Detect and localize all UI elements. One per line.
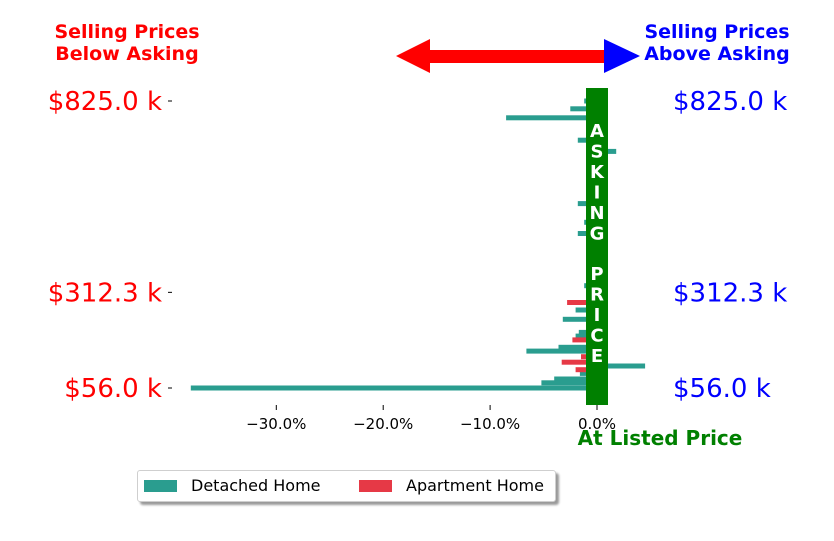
asking-band-letter: S <box>591 142 604 163</box>
asking-band-letter: A <box>590 121 604 142</box>
bars-group <box>190 98 646 391</box>
x-tick-label: −10.0% <box>460 415 520 433</box>
legend-swatch-apartment <box>359 479 392 492</box>
asking-band-letter: N <box>589 203 604 224</box>
asking-band-letter: I <box>594 305 601 326</box>
asking-band-letter: C <box>590 326 603 347</box>
y-tick-label-right: $825.0 k <box>673 87 787 117</box>
legend-label-detached: Detached Home <box>191 476 321 495</box>
detached-bar <box>190 385 598 391</box>
detached-bar <box>554 376 597 382</box>
legend-swatch-detached <box>144 479 177 492</box>
y-tick-label-right: $56.0 k <box>673 374 771 404</box>
y-tick-label-left: $312.3 k <box>48 278 162 308</box>
asking-price-band <box>586 88 608 405</box>
asking-band-letter: K <box>590 162 605 183</box>
detached-bar <box>506 115 597 121</box>
legend: Detached Home Apartment Home <box>137 470 556 502</box>
below-asking-header: Selling Prices Below Asking <box>54 21 200 65</box>
asking-band-letter: I <box>594 183 601 204</box>
detached-bar <box>558 344 597 350</box>
detached-bar <box>526 348 597 354</box>
detached-bar <box>597 363 646 369</box>
legend-item-detached: Detached Home <box>144 476 321 495</box>
asking-band-letter: R <box>590 285 604 306</box>
asking-band-letter: E <box>591 346 603 367</box>
x-tick-label: −30.0% <box>246 415 306 433</box>
ticks-group: −30.0% −20.0% −10.0% 0.0% $825.0 k $825.0 k $3… <box>48 87 788 433</box>
detached-bar <box>541 380 597 386</box>
y-tick-label-left: $825.0 k <box>48 87 162 117</box>
below-above-arrow <box>396 39 640 73</box>
detached-bar <box>562 316 597 322</box>
at-listed-price-label: At Listed Price <box>577 426 743 450</box>
asking-band-letter: G <box>590 224 605 245</box>
asking-band-letter: P <box>590 264 603 285</box>
detached-bar <box>570 106 597 112</box>
above-asking-header: Selling Prices Above Asking <box>644 21 790 65</box>
x-tick-label: −20.0% <box>353 415 413 433</box>
legend-item-apartment: Apartment Home <box>359 476 544 495</box>
apartment-bar <box>572 337 597 343</box>
legend-label-apartment: Apartment Home <box>406 476 544 495</box>
apartment-bar <box>561 359 597 365</box>
y-tick-label-left: $56.0 k <box>64 374 162 404</box>
y-tick-label-right: $312.3 k <box>673 278 787 308</box>
apartment-bar <box>567 300 597 305</box>
x-tick-label: 0.0% <box>578 415 616 433</box>
